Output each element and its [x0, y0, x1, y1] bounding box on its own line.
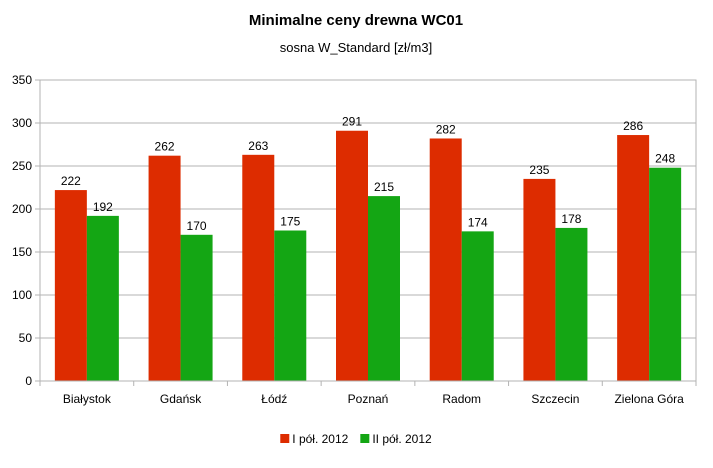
- bar-1: [54, 190, 87, 381]
- x-axis-ticks: Białystok Gdańsk Łódź Poznań Radom Szczecin Zi…: [39, 381, 697, 406]
- x-tick-label: Poznań: [348, 392, 389, 406]
- bar-2: [368, 196, 400, 381]
- y-tick-label: 0: [25, 374, 32, 388]
- data-label: 174: [468, 215, 488, 229]
- bar-1: [429, 138, 462, 381]
- bar-1: [242, 154, 275, 381]
- legend-swatch: [280, 434, 290, 443]
- bar-2: [86, 215, 119, 381]
- data-labels: 222 192 262 170 263 175 291 215 282 174 235 178 286 2…: [61, 115, 676, 233]
- bar-2: [649, 167, 682, 381]
- y-tick-label: 200: [12, 202, 32, 216]
- x-tick-label: Radom: [442, 392, 481, 406]
- bar-2: [555, 227, 588, 381]
- bars: [54, 130, 682, 381]
- data-label: 192: [93, 200, 113, 214]
- data-label: 215: [374, 180, 394, 194]
- y-tick-label: 50: [19, 331, 33, 345]
- data-label: 235: [529, 163, 549, 177]
- bar-1: [336, 130, 368, 381]
- bar-2: [274, 230, 307, 381]
- bar-1: [148, 155, 181, 381]
- x-tick-label: Szczecin: [531, 392, 579, 406]
- bar-1: [617, 135, 650, 381]
- chart-subtitle: sosna W_Standard [zł/m3]: [280, 40, 432, 55]
- legend-swatch: [360, 434, 370, 443]
- data-label: 263: [248, 139, 268, 153]
- data-label: 291: [342, 115, 362, 129]
- data-label: 282: [436, 122, 456, 136]
- data-label: 262: [155, 140, 175, 154]
- data-label: 248: [655, 152, 675, 166]
- legend-label: II pół. 2012: [372, 432, 432, 446]
- bar-1: [523, 178, 556, 381]
- data-label: 178: [561, 212, 581, 226]
- bar-2: [461, 231, 494, 381]
- data-label: 170: [187, 219, 207, 233]
- y-tick-label: 150: [12, 245, 32, 259]
- x-tick-label: Zielona Góra: [614, 392, 684, 406]
- legend-item: II pół. 2012: [360, 432, 432, 446]
- bar-2: [180, 234, 213, 381]
- legend: I pół. 2012 II pół. 2012: [280, 432, 432, 446]
- data-label: 222: [61, 174, 81, 188]
- x-tick-label: Łódź: [261, 392, 287, 406]
- x-tick-label: Białystok: [63, 392, 112, 406]
- chart-title: Minimalne ceny drewna WC01: [249, 12, 463, 29]
- data-label: 175: [280, 215, 300, 229]
- legend-item: I pół. 2012: [280, 432, 349, 446]
- y-axis-ticks: 0 50 100 150 200 250 300 350: [12, 73, 40, 388]
- plot-area-frame: [39, 79, 697, 382]
- y-tick-label: 250: [12, 159, 32, 173]
- x-tick-label: Gdańsk: [160, 392, 202, 406]
- data-label: 286: [623, 119, 643, 133]
- y-tick-label: 100: [12, 288, 32, 302]
- y-tick-label: 350: [12, 73, 32, 87]
- legend-label: I pół. 2012: [292, 432, 348, 446]
- y-tick-label: 300: [12, 116, 32, 130]
